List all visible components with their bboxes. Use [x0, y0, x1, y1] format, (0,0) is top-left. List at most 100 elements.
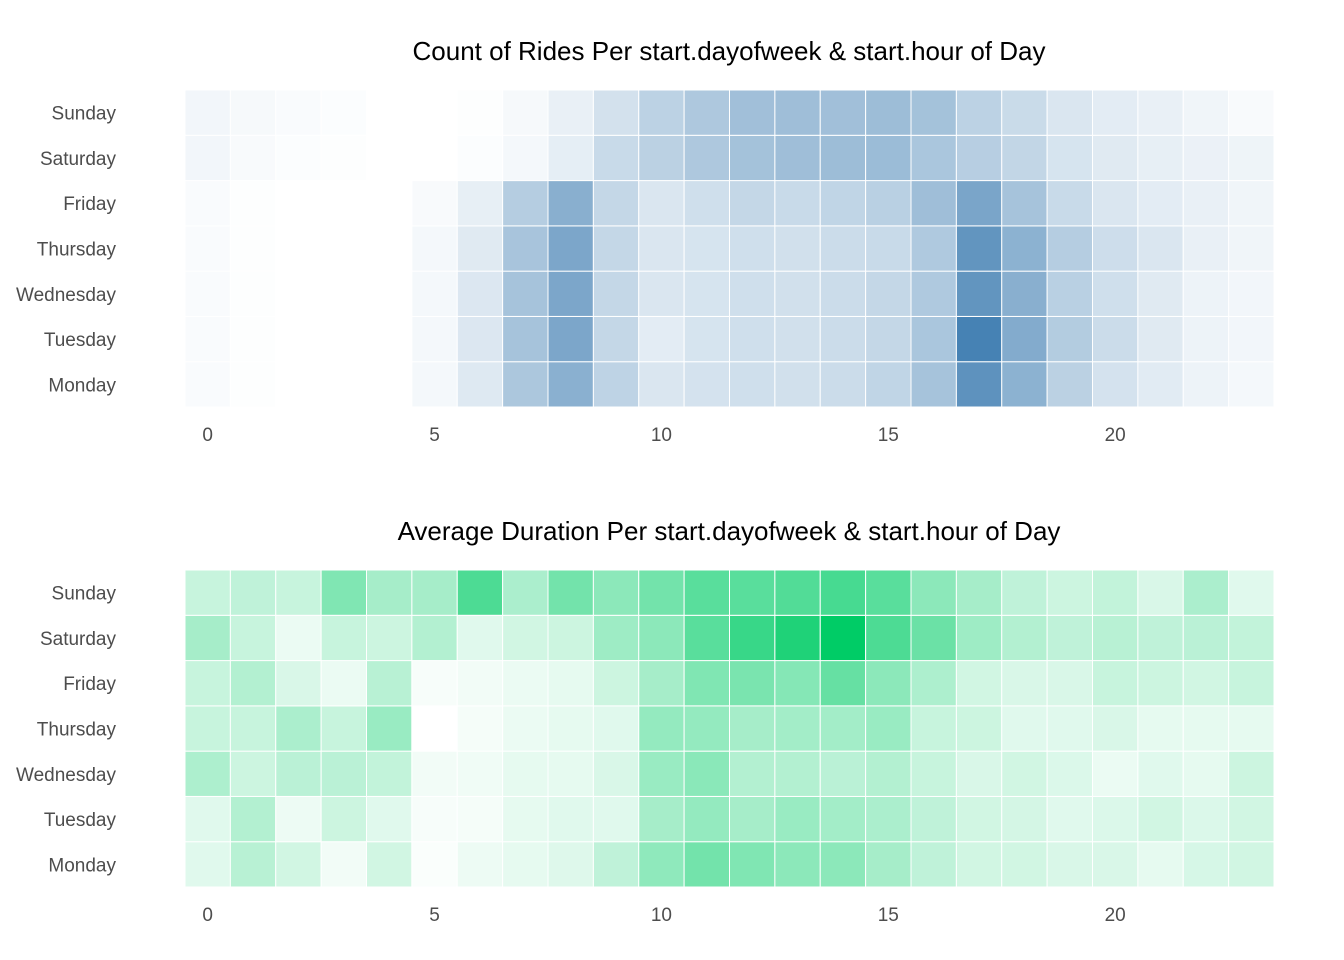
heatmap-cell-thursday-3 — [320, 225, 368, 272]
heatmap-cell-friday-16 — [910, 180, 957, 227]
heatmap-cell-sunday-8 — [547, 89, 594, 136]
heatmap-cell-sunday-17 — [955, 89, 1003, 136]
x-tick-label-5: 5 — [429, 905, 440, 926]
heatmap-cell-tuesday-19 — [1046, 315, 1094, 363]
heatmap-cell-saturday-13 — [774, 134, 821, 182]
heatmap-cell-wednesday-16 — [910, 270, 957, 317]
heatmap-cell-tuesday-17 — [955, 795, 1003, 843]
heatmap-cell-friday-15 — [865, 660, 912, 707]
heatmap-cell-monday-13 — [774, 361, 821, 408]
heatmap-cell-monday-0 — [184, 841, 231, 888]
heatmap-cell-monday-22 — [1182, 841, 1230, 888]
heatmap-cell-thursday-3 — [320, 705, 368, 752]
heatmap-cell-wednesday-15 — [865, 750, 912, 797]
heatmap-cell-sunday-21 — [1137, 569, 1184, 616]
heatmap-cell-friday-4 — [366, 660, 413, 707]
heatmap-cell-monday-4 — [366, 361, 413, 408]
heatmap-cell-saturday-10 — [638, 614, 685, 662]
heatmap-cell-wednesday-7 — [502, 750, 549, 797]
heatmap-cell-friday-10 — [638, 660, 685, 707]
heatmap-cell-friday-7 — [502, 180, 549, 227]
heatmap-cell-tuesday-13 — [774, 315, 821, 363]
heatmap-cell-sunday-12 — [729, 89, 776, 136]
heatmap-cell-wednesday-4 — [366, 750, 413, 797]
heatmap-cell-thursday-23 — [1228, 705, 1275, 752]
heatmap-cell-monday-15 — [865, 841, 912, 888]
heatmap-cell-saturday-3 — [320, 134, 368, 182]
heatmap-cell-sunday-7 — [502, 569, 549, 616]
heatmap-cell-monday-13 — [774, 841, 821, 888]
heatmap-cell-monday-20 — [1092, 841, 1139, 888]
heatmap-cell-saturday-23 — [1228, 134, 1275, 182]
heatmap-cell-sunday-6 — [456, 569, 504, 616]
heatmap-average-duration: Average Duration Per start.dayofweek & s… — [16, 516, 1275, 926]
heatmap-cell-friday-0 — [184, 660, 231, 707]
heatmap-cell-thursday-22 — [1182, 225, 1230, 272]
y-tick-label-thursday: Thursday — [37, 720, 117, 741]
heatmap-cell-tuesday-9 — [592, 315, 640, 363]
heatmap-cell-saturday-0 — [184, 614, 231, 662]
chart-title: Count of Rides Per start.dayofweek & sta… — [413, 36, 1046, 66]
heatmap-cell-monday-1 — [229, 361, 277, 408]
heatmap-cell-saturday-22 — [1182, 134, 1230, 182]
heatmap-cell-saturday-4 — [366, 134, 413, 182]
heatmap-cell-tuesday-9 — [592, 795, 640, 843]
heatmap-cell-monday-23 — [1228, 841, 1275, 888]
heatmap-cell-saturday-12 — [729, 134, 776, 182]
heatmap-cell-monday-18 — [1001, 361, 1048, 408]
heatmap-cell-friday-17 — [955, 660, 1003, 707]
heatmap-cell-friday-10 — [638, 180, 685, 227]
heatmap-cell-wednesday-1 — [229, 270, 277, 317]
heatmap-cell-tuesday-0 — [184, 315, 231, 363]
heatmap-cell-wednesday-6 — [456, 750, 504, 797]
heatmap-cell-wednesday-2 — [275, 270, 322, 317]
heatmap-cell-friday-5 — [411, 180, 458, 227]
heatmap-cell-sunday-5 — [411, 89, 458, 136]
heatmap-cell-tuesday-12 — [729, 795, 776, 843]
heatmap-cell-sunday-0 — [184, 89, 231, 136]
heatmap-cell-thursday-18 — [1001, 225, 1048, 272]
y-tick-label-saturday: Saturday — [40, 629, 117, 650]
heatmap-cell-tuesday-15 — [865, 315, 912, 363]
heatmap-cell-saturday-23 — [1228, 614, 1275, 662]
heatmap-cell-monday-7 — [502, 841, 549, 888]
heatmap-cell-saturday-6 — [456, 614, 504, 662]
heatmap-cell-thursday-20 — [1092, 225, 1139, 272]
heatmap-cell-saturday-13 — [774, 614, 821, 662]
heatmap-cell-thursday-17 — [955, 705, 1003, 752]
heatmap-cell-saturday-1 — [229, 134, 277, 182]
heatmap-cell-sunday-16 — [910, 569, 957, 616]
heatmap-cell-thursday-10 — [638, 225, 685, 272]
heatmap-cell-monday-14 — [819, 841, 867, 888]
heatmap-cell-wednesday-9 — [592, 750, 640, 797]
heatmap-cell-wednesday-18 — [1001, 750, 1048, 797]
heatmap-cell-tuesday-15 — [865, 795, 912, 843]
heatmap-cell-friday-16 — [910, 660, 957, 707]
heatmap-cell-wednesday-8 — [547, 270, 594, 317]
heatmap-cell-thursday-10 — [638, 705, 685, 752]
heatmap-cell-wednesday-11 — [683, 270, 731, 317]
heatmap-cell-sunday-10 — [638, 569, 685, 616]
y-tick-label-wednesday: Wednesday — [16, 765, 116, 786]
heatmap-cell-friday-21 — [1137, 180, 1184, 227]
heatmap-cell-wednesday-13 — [774, 750, 821, 797]
heatmap-cell-thursday-2 — [275, 705, 322, 752]
heatmap-cell-monday-11 — [683, 841, 731, 888]
heatmap-cell-thursday-13 — [774, 225, 821, 272]
heatmap-cell-monday-6 — [456, 841, 504, 888]
heatmap-cell-thursday-16 — [910, 225, 957, 272]
heatmap-cell-friday-9 — [592, 180, 640, 227]
heatmap-cell-thursday-5 — [411, 705, 458, 752]
heatmap-cell-sunday-9 — [592, 569, 640, 616]
heatmap-cell-sunday-1 — [229, 569, 277, 616]
heatmap-cell-wednesday-16 — [910, 750, 957, 797]
y-tick-label-saturday: Saturday — [40, 149, 117, 170]
heatmap-cell-monday-1 — [229, 841, 277, 888]
heatmap-cell-saturday-10 — [638, 134, 685, 182]
heatmap-cell-wednesday-0 — [184, 750, 231, 797]
heatmap-cell-sunday-6 — [456, 89, 504, 136]
heatmap-cell-tuesday-8 — [547, 795, 594, 843]
heatmap-cell-sunday-19 — [1046, 569, 1094, 616]
heatmap-cell-wednesday-17 — [955, 750, 1003, 797]
heatmap-cell-wednesday-10 — [638, 750, 685, 797]
